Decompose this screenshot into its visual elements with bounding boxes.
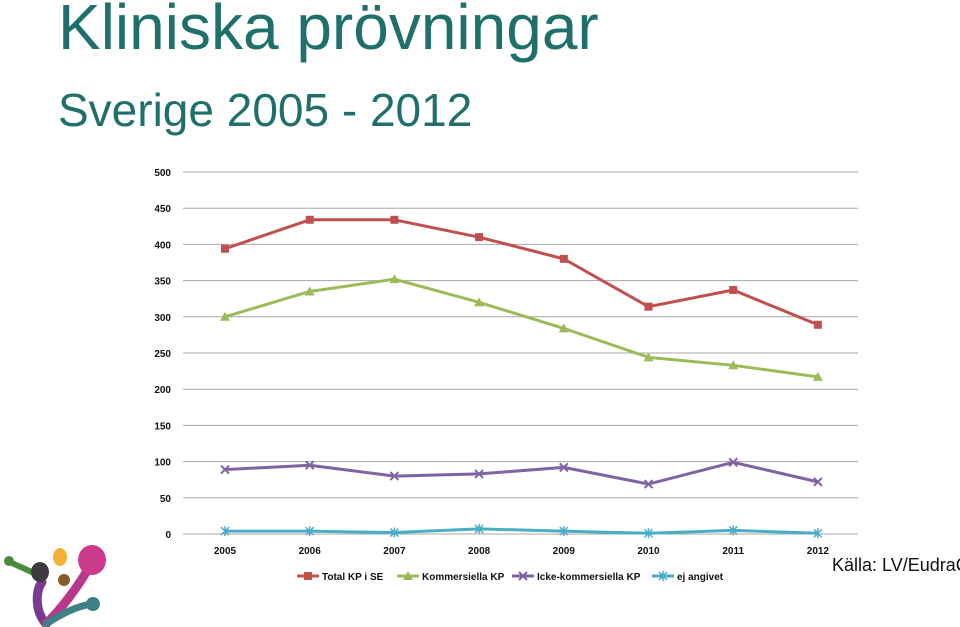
data-point [729,286,738,295]
data-point [558,323,569,333]
data-point [474,523,484,534]
data-point [390,215,399,224]
data-point [403,571,413,580]
data-point [220,526,230,537]
data-point [389,274,400,284]
legend: Total KP i SE Kommersiella KP Icke-kommers… [297,571,724,583]
legend-label: ej angivet [677,572,724,583]
x-tick-label: 2011 [722,546,744,557]
data-point [644,302,653,311]
data-point [304,460,315,470]
data-point [389,527,399,538]
legend-label: Total KP i SE [322,572,384,583]
x-tick-label: 2008 [468,546,491,557]
legend-label: Kommersiella KP [422,572,505,583]
data-point [643,479,654,489]
x-tick-label: 2010 [637,546,660,557]
data-point [812,371,823,381]
series-line [225,527,818,535]
y-tick-label: 200 [154,385,171,396]
data-point [220,311,230,321]
data-point [220,464,230,475]
data-point [813,320,822,329]
data-point [305,215,314,224]
data-point [474,297,485,307]
data-point [389,471,400,481]
data-point [813,528,823,539]
page-title: Kliniska prövningar [58,0,599,63]
series-total-kp-i-se [221,215,822,329]
source-note: Källa: LV/EudraCT [832,555,960,575]
y-tick-label: 250 [154,349,171,360]
data-point [643,352,654,362]
data-point [559,526,569,537]
x-tick-label: 2006 [299,546,322,557]
data-point [658,571,668,581]
y-tick-label: 350 [154,277,171,288]
page-subtitle: Sverige 2005 - 2012 [58,84,473,136]
data-point [728,457,738,468]
data-point [305,526,315,537]
x-tick-label: 2007 [383,546,406,557]
x-tick-label: 2012 [807,546,830,557]
legend-label: Icke-kommersiella KP [537,572,641,583]
x-tick-label: 2009 [553,546,576,557]
organization-logo-icon [4,545,106,627]
x-tick-label: 2005 [214,546,237,557]
series-ej-angivet [220,523,823,539]
y-tick-label: 150 [154,421,171,432]
y-tick-label: 400 [154,240,171,251]
data-point [559,462,569,473]
data-point [728,360,739,370]
data-point [474,469,484,479]
y-tick-label: 0 [165,530,171,541]
data-point [304,572,312,580]
y-tick-label: 500 [154,168,171,179]
data-point [304,286,315,296]
series-line [224,277,819,379]
data-point [475,233,484,242]
y-tick-label: 300 [154,313,171,324]
series-line [224,218,819,327]
data-point [221,244,229,253]
data-point [518,571,528,581]
data-point [728,525,738,536]
y-tick-label: 100 [154,458,171,469]
series-kommersiella-kp [220,274,823,381]
y-tick-label: 450 [154,204,171,215]
series-icke-kommersiella-kp [220,457,823,489]
y-tick-label: 50 [160,494,172,505]
data-point [813,477,823,487]
data-point [559,254,568,263]
series-line [224,460,819,486]
data-point [643,528,654,539]
